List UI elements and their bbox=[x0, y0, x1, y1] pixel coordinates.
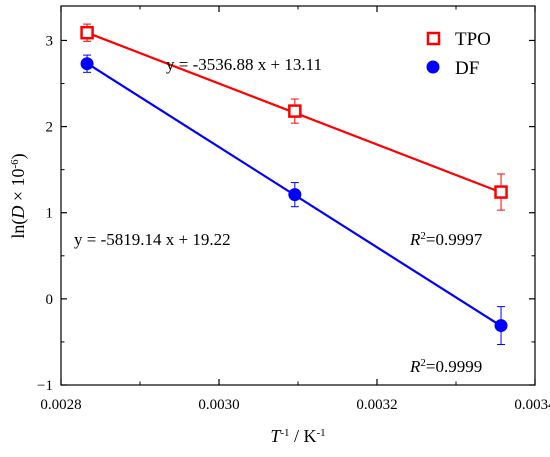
data-point-tpo bbox=[288, 104, 302, 118]
y-tick-label: 2 bbox=[46, 120, 54, 136]
y-axis-title: ln(D × 10-6) bbox=[8, 153, 29, 238]
x-tick-label: 0.0032 bbox=[356, 397, 397, 413]
legend-marker-df bbox=[426, 60, 440, 74]
data-point-tpo bbox=[80, 25, 94, 40]
y-tick-label: 0 bbox=[46, 292, 54, 308]
legend-label-df: DF bbox=[455, 58, 479, 79]
x-tick-label: 0.0034 bbox=[514, 397, 550, 413]
data-point-tpo bbox=[494, 185, 508, 199]
r2-annotation-df: R2=0.9999 bbox=[409, 357, 482, 376]
x-tick-label: 0.0030 bbox=[198, 397, 239, 413]
equation-tpo: y = -3536.88 x + 13.11 bbox=[166, 55, 322, 74]
data-point-df bbox=[80, 57, 94, 71]
y-tick-label: 3 bbox=[46, 33, 54, 49]
data-point-df bbox=[288, 188, 302, 202]
x-axis-title: T-1 / K-1 bbox=[270, 426, 325, 446]
legend-label-tpo: TPO bbox=[455, 29, 491, 50]
y-tick-label: 1 bbox=[46, 206, 54, 222]
data-point-df bbox=[494, 319, 508, 333]
equation-df: y = -5819.14 x + 19.22 bbox=[74, 230, 231, 249]
x-tick-label: 0.0028 bbox=[40, 397, 81, 413]
legend: TPO DF bbox=[426, 29, 491, 79]
axis-layer: 0.0028 0.0030 0.0032 0.0034 −1 0 1 2 3 bbox=[37, 6, 550, 413]
r2-annotation-tpo: R2=0.9997 bbox=[409, 230, 483, 249]
y-tick-label: −1 bbox=[37, 378, 53, 394]
legend-marker-tpo bbox=[426, 31, 441, 46]
marks-layer bbox=[80, 23, 508, 346]
